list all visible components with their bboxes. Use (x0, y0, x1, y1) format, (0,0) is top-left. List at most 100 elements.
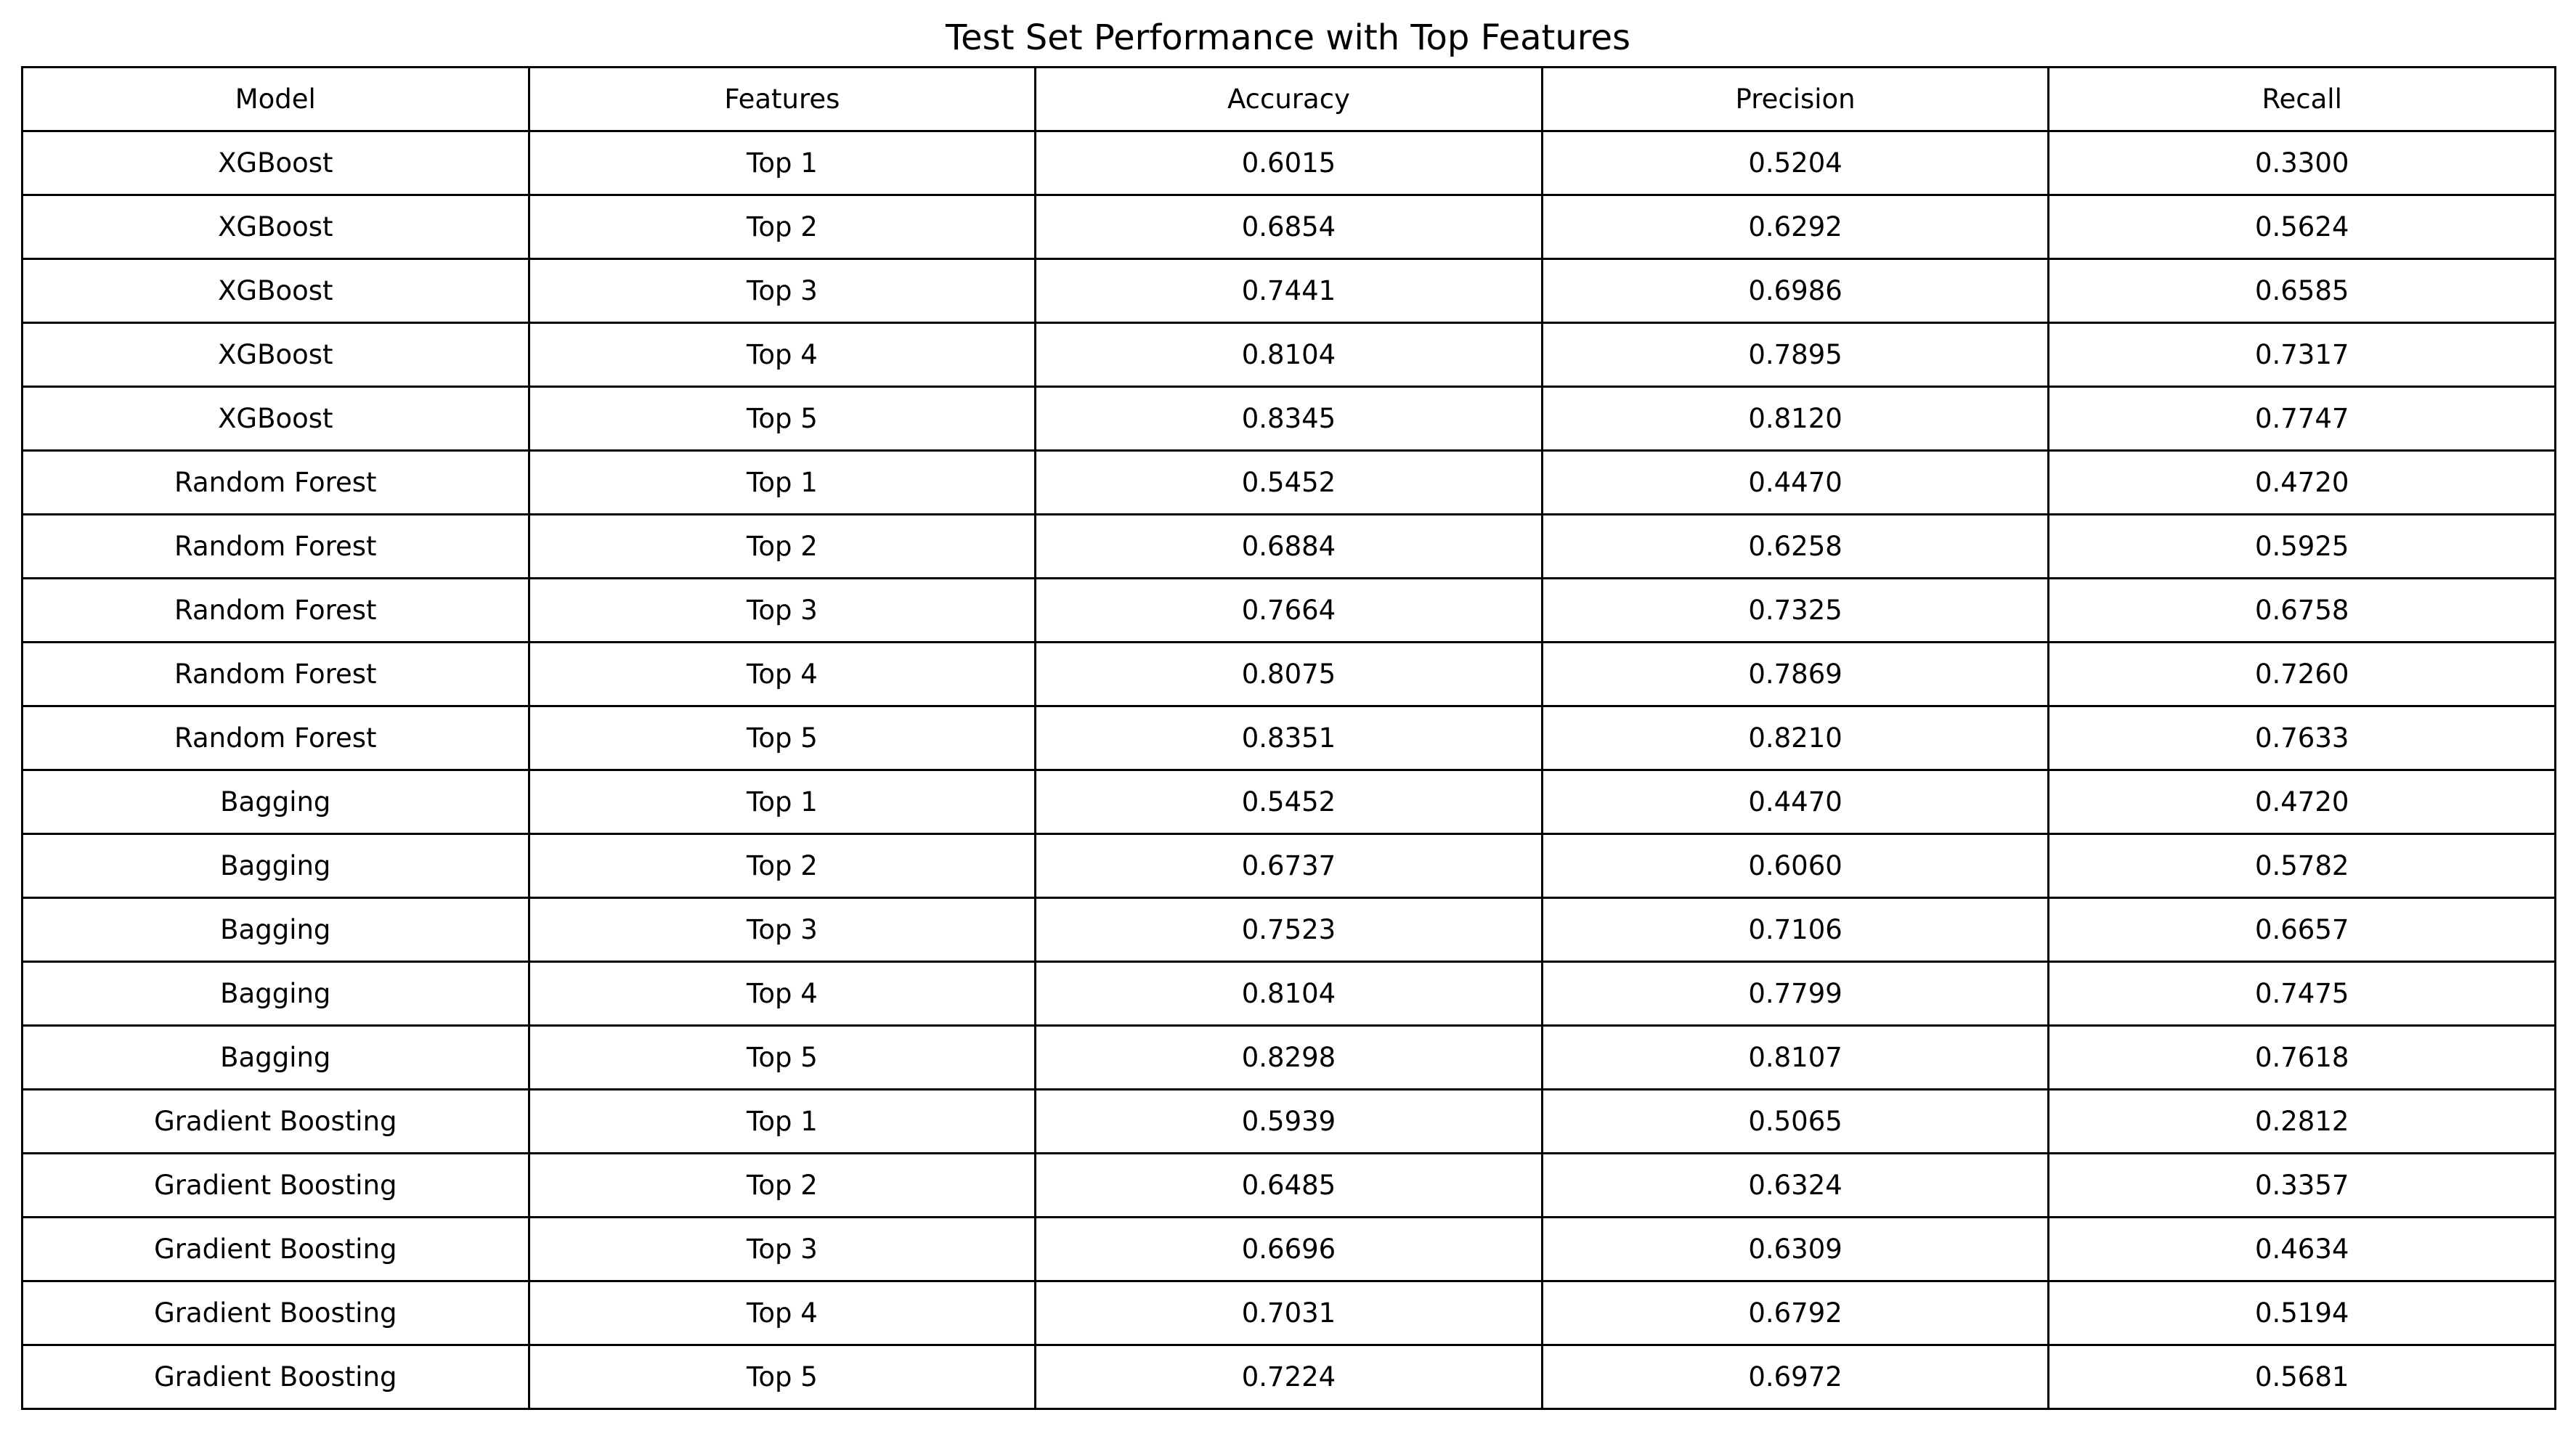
table-row: Gradient Boosting Top 5 0.7224 0.6972 0.5681 (21, 1344, 2556, 1410)
table-row: Random Forest Top 1 0.5452 0.4470 0.4720 (21, 449, 2556, 515)
accuracy-cell: 0.7441 (1034, 258, 1543, 324)
recall-cell: 0.4720 (2047, 449, 2556, 515)
accuracy-cell: 0.8104 (1034, 961, 1543, 1027)
features-cell: Top 4 (527, 641, 1037, 707)
model-cell: Bagging (21, 961, 530, 1027)
recall-cell: 0.7260 (2047, 641, 2556, 707)
recall-cell: 0.5782 (2047, 833, 2556, 899)
precision-cell: 0.6792 (1540, 1280, 2050, 1346)
accuracy-cell: 0.7523 (1034, 897, 1543, 963)
features-cell: Top 4 (527, 322, 1037, 388)
precision-cell: 0.5204 (1540, 130, 2050, 196)
accuracy-cell: 0.8298 (1034, 1024, 1543, 1090)
table-row: XGBoost Top 3 0.7441 0.6986 0.6585 (21, 258, 2556, 324)
table-row: Bagging Top 5 0.8298 0.8107 0.7618 (21, 1024, 2556, 1090)
precision-cell: 0.5065 (1540, 1088, 2050, 1154)
model-cell: Gradient Boosting (21, 1216, 530, 1282)
recall-cell: 0.5925 (2047, 513, 2556, 579)
features-cell: Top 2 (527, 194, 1037, 260)
model-cell: XGBoost (21, 322, 530, 388)
model-cell: Gradient Boosting (21, 1088, 530, 1154)
accuracy-cell: 0.6485 (1034, 1152, 1543, 1218)
table-row: XGBoost Top 2 0.6854 0.6292 0.5624 (21, 194, 2556, 260)
precision-cell: 0.8210 (1540, 705, 2050, 771)
accuracy-cell: 0.8104 (1034, 322, 1543, 388)
features-cell: Top 5 (527, 386, 1037, 452)
accuracy-cell: 0.6854 (1034, 194, 1543, 260)
table-row: Random Forest Top 5 0.8351 0.8210 0.7633 (21, 705, 2556, 771)
precision-cell: 0.7325 (1540, 577, 2050, 643)
column-header: Precision (1540, 66, 2050, 132)
table-row: XGBoost Top 4 0.8104 0.7895 0.7317 (21, 322, 2556, 388)
recall-cell: 0.6585 (2047, 258, 2556, 324)
precision-cell: 0.6986 (1540, 258, 2050, 324)
features-cell: Top 1 (527, 449, 1037, 515)
precision-cell: 0.6309 (1540, 1216, 2050, 1282)
precision-cell: 0.8120 (1540, 386, 2050, 452)
column-header: Recall (2047, 66, 2556, 132)
table-row: Gradient Boosting Top 1 0.5939 0.5065 0.2812 (21, 1088, 2556, 1154)
table-row: Random Forest Top 3 0.7664 0.7325 0.6758 (21, 577, 2556, 643)
features-cell: Top 1 (527, 1088, 1037, 1154)
precision-cell: 0.6060 (1540, 833, 2050, 899)
recall-cell: 0.3300 (2047, 130, 2556, 196)
table-row: Random Forest Top 2 0.6884 0.6258 0.5925 (21, 513, 2556, 579)
model-cell: Bagging (21, 897, 530, 963)
precision-cell: 0.8107 (1540, 1024, 2050, 1090)
model-cell: Random Forest (21, 513, 530, 579)
performance-table: Model Features Accuracy Precision Recall… (21, 66, 2556, 1410)
precision-cell: 0.6324 (1540, 1152, 2050, 1218)
precision-cell: 0.7799 (1540, 961, 2050, 1027)
column-header: Features (527, 66, 1037, 132)
accuracy-cell: 0.6015 (1034, 130, 1543, 196)
table-row: Gradient Boosting Top 3 0.6696 0.6309 0.4634 (21, 1216, 2556, 1282)
features-cell: Top 5 (527, 1344, 1037, 1410)
recall-cell: 0.5624 (2047, 194, 2556, 260)
accuracy-cell: 0.8345 (1034, 386, 1543, 452)
features-cell: Top 4 (527, 961, 1037, 1027)
table-header-row: Model Features Accuracy Precision Recall (21, 66, 2556, 132)
table-row: Random Forest Top 4 0.8075 0.7869 0.7260 (21, 641, 2556, 707)
table-row: XGBoost Top 1 0.6015 0.5204 0.3300 (21, 130, 2556, 196)
accuracy-cell: 0.5939 (1034, 1088, 1543, 1154)
table-row: Bagging Top 3 0.7523 0.7106 0.6657 (21, 897, 2556, 963)
model-cell: Random Forest (21, 641, 530, 707)
accuracy-cell: 0.6737 (1034, 833, 1543, 899)
features-cell: Top 3 (527, 258, 1037, 324)
accuracy-cell: 0.7224 (1034, 1344, 1543, 1410)
accuracy-cell: 0.6884 (1034, 513, 1543, 579)
model-cell: Random Forest (21, 705, 530, 771)
model-cell: Gradient Boosting (21, 1152, 530, 1218)
recall-cell: 0.7317 (2047, 322, 2556, 388)
model-cell: XGBoost (21, 258, 530, 324)
recall-cell: 0.4720 (2047, 769, 2556, 835)
recall-cell: 0.7747 (2047, 386, 2556, 452)
model-cell: Bagging (21, 769, 530, 835)
model-cell: XGBoost (21, 386, 530, 452)
precision-cell: 0.6972 (1540, 1344, 2050, 1410)
table-body: XGBoost Top 1 0.6015 0.5204 0.3300 XGBoost Top… (21, 130, 2556, 1410)
model-cell: Random Forest (21, 449, 530, 515)
model-cell: Random Forest (21, 577, 530, 643)
recall-cell: 0.6758 (2047, 577, 2556, 643)
chart-title: Test Set Performance with Top Features (945, 17, 1631, 58)
table-row: Bagging Top 4 0.8104 0.7799 0.7475 (21, 961, 2556, 1027)
features-cell: Top 1 (527, 130, 1037, 196)
model-cell: XGBoost (21, 130, 530, 196)
precision-cell: 0.6258 (1540, 513, 2050, 579)
table-row: Bagging Top 1 0.5452 0.4470 0.4720 (21, 769, 2556, 835)
features-cell: Top 3 (527, 897, 1037, 963)
features-cell: Top 1 (527, 769, 1037, 835)
precision-cell: 0.7106 (1540, 897, 2050, 963)
precision-cell: 0.7869 (1540, 641, 2050, 707)
model-cell: Gradient Boosting (21, 1344, 530, 1410)
accuracy-cell: 0.7031 (1034, 1280, 1543, 1346)
recall-cell: 0.4634 (2047, 1216, 2556, 1282)
accuracy-cell: 0.6696 (1034, 1216, 1543, 1282)
table-row: XGBoost Top 5 0.8345 0.8120 0.7747 (21, 386, 2556, 452)
precision-cell: 0.7895 (1540, 322, 2050, 388)
precision-cell: 0.4470 (1540, 769, 2050, 835)
accuracy-cell: 0.5452 (1034, 769, 1543, 835)
table-row: Gradient Boosting Top 4 0.7031 0.6792 0.5194 (21, 1280, 2556, 1346)
recall-cell: 0.6657 (2047, 897, 2556, 963)
